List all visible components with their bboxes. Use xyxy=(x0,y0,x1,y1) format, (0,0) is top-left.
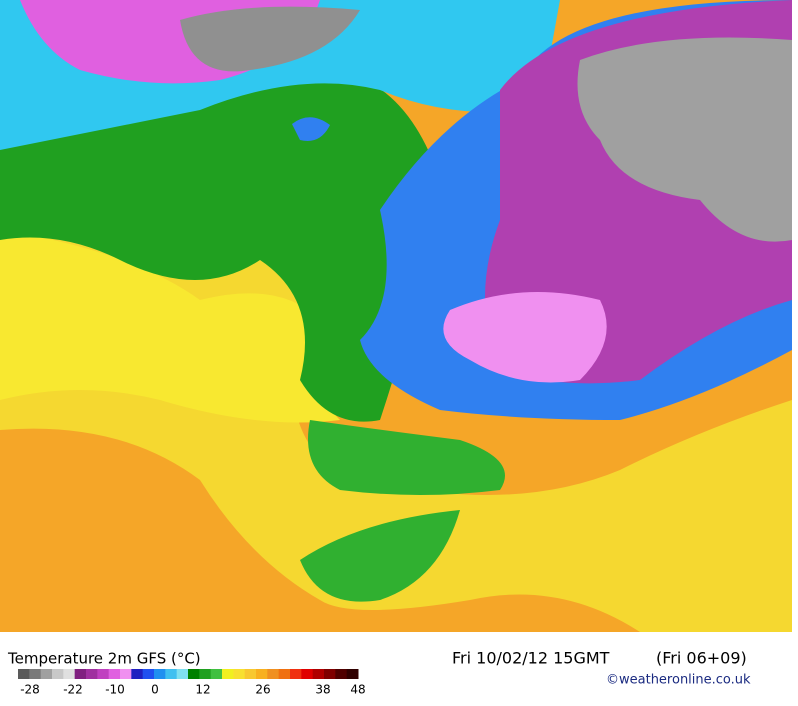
legend-swatch xyxy=(108,669,121,679)
legend-swatch xyxy=(154,669,166,679)
legend-swatch xyxy=(312,669,325,679)
legend-swatch xyxy=(63,669,76,679)
legend-tick-label: 38 xyxy=(315,683,330,697)
legend-swatch xyxy=(244,669,257,679)
legend-swatch xyxy=(267,669,280,679)
legend-swatch xyxy=(278,669,291,679)
legend-tick-label: -22 xyxy=(63,683,83,697)
legend-swatch xyxy=(290,669,302,679)
legend-swatch xyxy=(199,669,212,679)
legend-swatch xyxy=(301,669,314,679)
map xyxy=(0,0,792,632)
model-run: (Fri 06+09) xyxy=(656,649,747,668)
legend-swatch xyxy=(74,669,87,679)
legend-swatch xyxy=(233,669,246,679)
legend-tick-label: -28 xyxy=(20,683,40,697)
credit: ©weatheronline.co.uk xyxy=(606,673,751,688)
legend-tick-label: -10 xyxy=(105,683,125,697)
legend-swatch xyxy=(29,669,42,679)
legend-swatch xyxy=(131,669,144,679)
legend-swatch xyxy=(335,669,348,679)
legend-swatch xyxy=(346,669,359,679)
legend-swatch xyxy=(120,669,132,679)
legend-tick-label: 12 xyxy=(195,683,210,697)
legend-swatch xyxy=(18,669,30,679)
legend-swatch xyxy=(86,669,98,679)
legend-swatch xyxy=(40,669,53,679)
legend-tick-label: 0 xyxy=(151,683,159,697)
map-title: Temperature 2m GFS (°C) xyxy=(7,650,201,668)
valid-time: Fri 10/02/12 15GMT xyxy=(452,649,610,668)
legend: -28 -22 -10 0 12 26 38 48 xyxy=(18,669,366,697)
legend-tick-label: 48 xyxy=(350,683,365,697)
legend-swatch xyxy=(97,669,110,679)
legend-swatch xyxy=(165,669,178,679)
legend-tick-label: 26 xyxy=(255,683,270,697)
legend-swatch xyxy=(324,669,336,679)
legend-swatch xyxy=(188,669,200,679)
legend-swatch xyxy=(142,669,155,679)
legend-swatch xyxy=(222,669,234,679)
legend-swatch xyxy=(176,669,189,679)
legend-swatch xyxy=(52,669,64,679)
legend-swatch xyxy=(256,669,268,679)
legend-swatch xyxy=(210,669,223,679)
